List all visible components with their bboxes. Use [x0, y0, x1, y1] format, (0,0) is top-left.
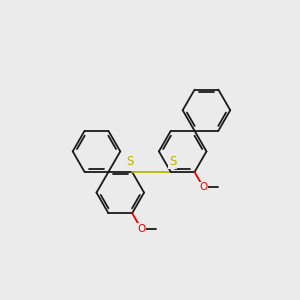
Text: S: S: [169, 155, 176, 168]
Text: O: O: [137, 224, 145, 234]
Text: O: O: [200, 182, 208, 192]
Text: S: S: [127, 155, 134, 168]
